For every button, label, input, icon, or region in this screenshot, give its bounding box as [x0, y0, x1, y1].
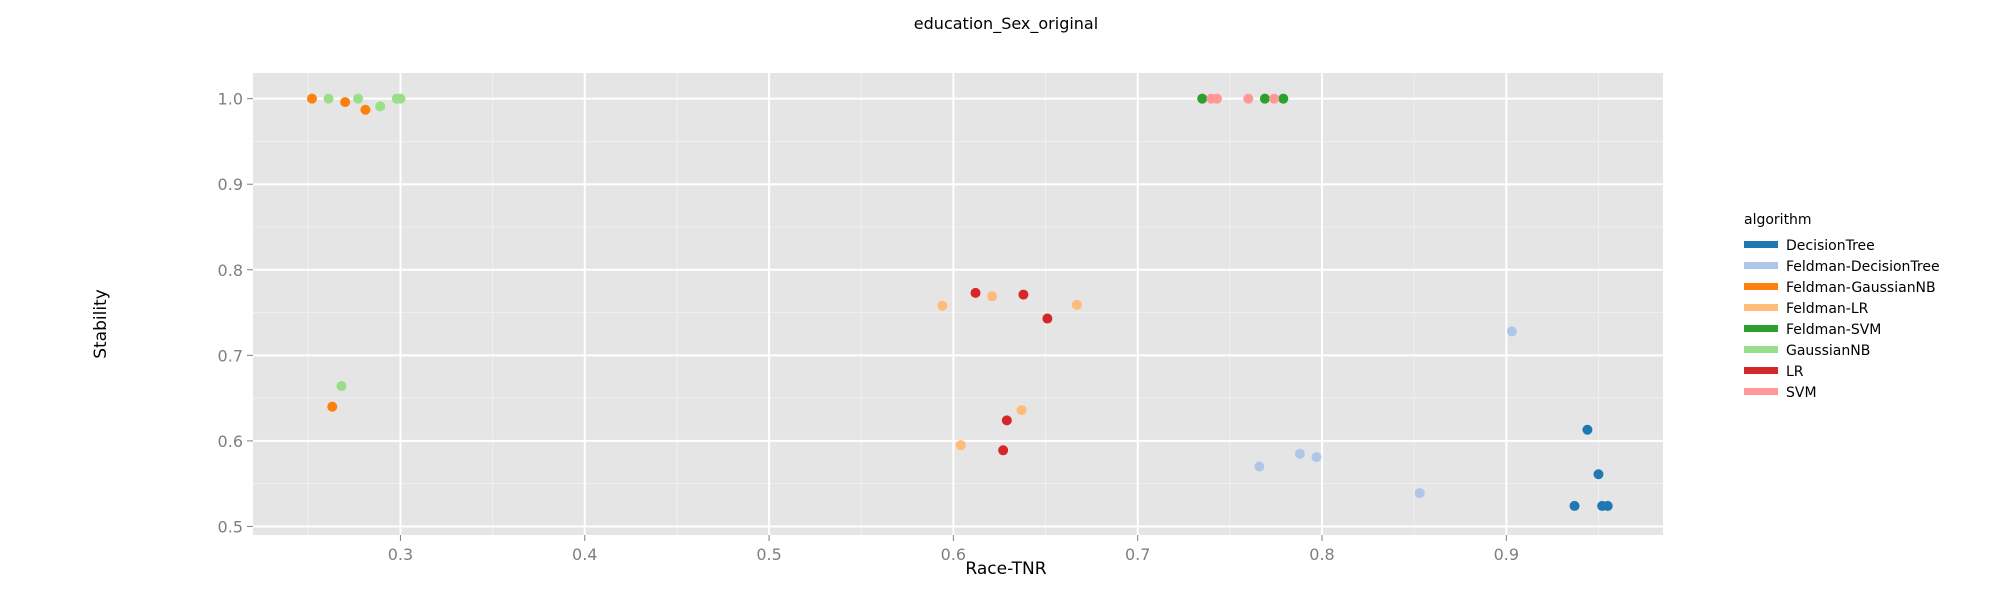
y-tick-label: 0.8: [218, 261, 243, 280]
x-tick-label: 0.4: [572, 545, 597, 564]
data-point: [323, 93, 334, 104]
legend-swatch: [1744, 241, 1778, 248]
chart-title: education_Sex_original: [914, 14, 1098, 34]
plot-area: [253, 73, 1663, 535]
x-tick-label: 0.3: [388, 545, 413, 564]
legend-swatch: [1744, 388, 1778, 395]
data-point: [395, 93, 406, 104]
data-point: [1294, 448, 1305, 459]
legend: algorithm DecisionTree Feldman-DecisionTr…: [1744, 212, 1940, 401]
legend-label: LR: [1786, 364, 1804, 380]
legend-swatch: [1744, 262, 1778, 269]
legend-swatch: [1744, 346, 1778, 353]
data-point: [1016, 405, 1027, 416]
tick-labels: 0.3 0.4 0.5 0.6 0.7 0.8 0.9 0.5 0.6 0.7 0.8 0.9 1.0: [218, 90, 1520, 564]
data-point: [1197, 93, 1208, 104]
data-point: [1071, 299, 1082, 310]
axis-ticks: [247, 98, 1507, 541]
y-axis-title: Stability: [91, 289, 111, 359]
legend-item: LR: [1744, 364, 1804, 380]
legend-item: Feldman-DecisionTree: [1744, 259, 1940, 275]
series-decisiontree: [1569, 424, 1613, 511]
y-tick-label: 0.7: [218, 346, 243, 365]
data-point: [1254, 461, 1265, 472]
legend-label: Feldman-DecisionTree: [1786, 259, 1940, 275]
series-feldman-lr: [937, 291, 1082, 451]
legend-swatch: [1744, 325, 1778, 332]
series-svm: [1206, 93, 1280, 104]
legend-label: Feldman-GaussianNB: [1786, 280, 1936, 296]
data-points: [306, 93, 1613, 511]
legend-label: GaussianNB: [1786, 343, 1870, 359]
data-point: [937, 300, 948, 311]
legend-swatch: [1744, 367, 1778, 374]
data-point: [1414, 488, 1425, 499]
data-point: [353, 93, 364, 104]
y-tick-label: 0.9: [218, 175, 243, 194]
legend-item: DecisionTree: [1744, 238, 1875, 254]
data-point: [1278, 93, 1289, 104]
y-tick-label: 1.0: [218, 90, 243, 109]
legend-item: SVM: [1744, 385, 1817, 401]
data-point: [1211, 93, 1222, 104]
data-point: [1018, 289, 1029, 300]
data-point: [1506, 326, 1517, 337]
data-point: [336, 381, 347, 392]
data-point: [1602, 500, 1613, 511]
series-feldman-gaussiannb: [306, 93, 371, 412]
series-feldman-svm: [1197, 93, 1289, 104]
data-point: [970, 287, 981, 298]
minor-gridlines: [253, 73, 1663, 535]
series-gaussiannb: [323, 93, 406, 392]
data-point: [375, 101, 386, 112]
x-tick-label: 0.9: [1494, 545, 1519, 564]
x-tick-label: 0.8: [1309, 545, 1334, 564]
data-point: [1593, 469, 1604, 480]
data-point: [340, 97, 351, 108]
data-point: [998, 445, 1009, 456]
data-point: [1311, 452, 1322, 463]
data-point: [1042, 313, 1053, 324]
legend-label: Feldman-LR: [1786, 301, 1869, 317]
legend-label: Feldman-SVM: [1786, 322, 1881, 338]
data-point: [1243, 93, 1254, 104]
data-point: [306, 93, 317, 104]
y-tick-label: 0.5: [218, 517, 243, 536]
legend-item: GaussianNB: [1744, 343, 1870, 359]
legend-label: DecisionTree: [1786, 238, 1875, 254]
data-point: [327, 401, 338, 412]
x-tick-label: 0.6: [941, 545, 966, 564]
x-tick-label: 0.5: [756, 545, 781, 564]
data-point: [1001, 415, 1012, 426]
y-tick-label: 0.6: [218, 432, 243, 451]
data-point: [360, 104, 371, 115]
legend-label: SVM: [1786, 385, 1817, 401]
legend-swatch: [1744, 304, 1778, 311]
data-point: [987, 291, 998, 302]
data-point: [1582, 424, 1593, 435]
legend-items: DecisionTree Feldman-DecisionTree Feldman-…: [1744, 238, 1940, 401]
legend-item: Feldman-SVM: [1744, 322, 1881, 338]
series-feldman-decisiontree: [1254, 326, 1517, 499]
x-tick-label: 0.7: [1125, 545, 1150, 564]
legend-item: Feldman-LR: [1744, 301, 1869, 317]
legend-item: Feldman-GaussianNB: [1744, 280, 1936, 296]
data-point: [955, 440, 966, 451]
major-gridlines: [253, 73, 1663, 535]
data-point: [1569, 500, 1580, 511]
x-axis-title: Race-TNR: [965, 559, 1046, 579]
legend-swatch: [1744, 283, 1778, 290]
data-point: [1269, 93, 1280, 104]
legend-title: algorithm: [1744, 212, 1812, 228]
series-lr: [970, 287, 1053, 456]
data-point: [1259, 93, 1270, 104]
